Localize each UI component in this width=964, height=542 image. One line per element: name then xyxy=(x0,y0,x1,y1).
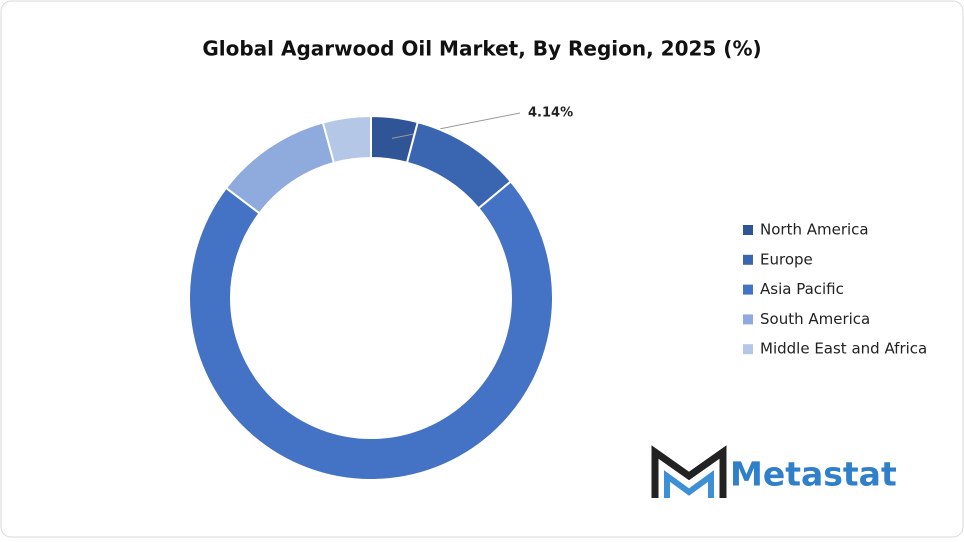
logo-icon xyxy=(651,445,727,498)
legend-swatch xyxy=(743,254,753,265)
leader-line xyxy=(391,112,521,139)
legend-label: Asia Pacific xyxy=(760,280,844,298)
donut-segment xyxy=(188,180,554,481)
legend-swatch xyxy=(743,344,753,355)
logo-text: Metastat xyxy=(730,455,897,494)
chart-title: Global Agarwood Oil Market, By Region, 2… xyxy=(202,37,761,61)
donut-segment xyxy=(321,114,372,165)
legend-label: Europe xyxy=(760,250,813,268)
legend-label: Middle East and Africa xyxy=(760,340,927,358)
legend-label: South America xyxy=(760,310,870,328)
legend-swatch xyxy=(743,284,753,295)
data-label: 4.14% xyxy=(528,106,573,121)
legend-label: North America xyxy=(760,221,869,239)
legend-swatch xyxy=(743,314,753,325)
legend-swatch xyxy=(743,225,753,235)
